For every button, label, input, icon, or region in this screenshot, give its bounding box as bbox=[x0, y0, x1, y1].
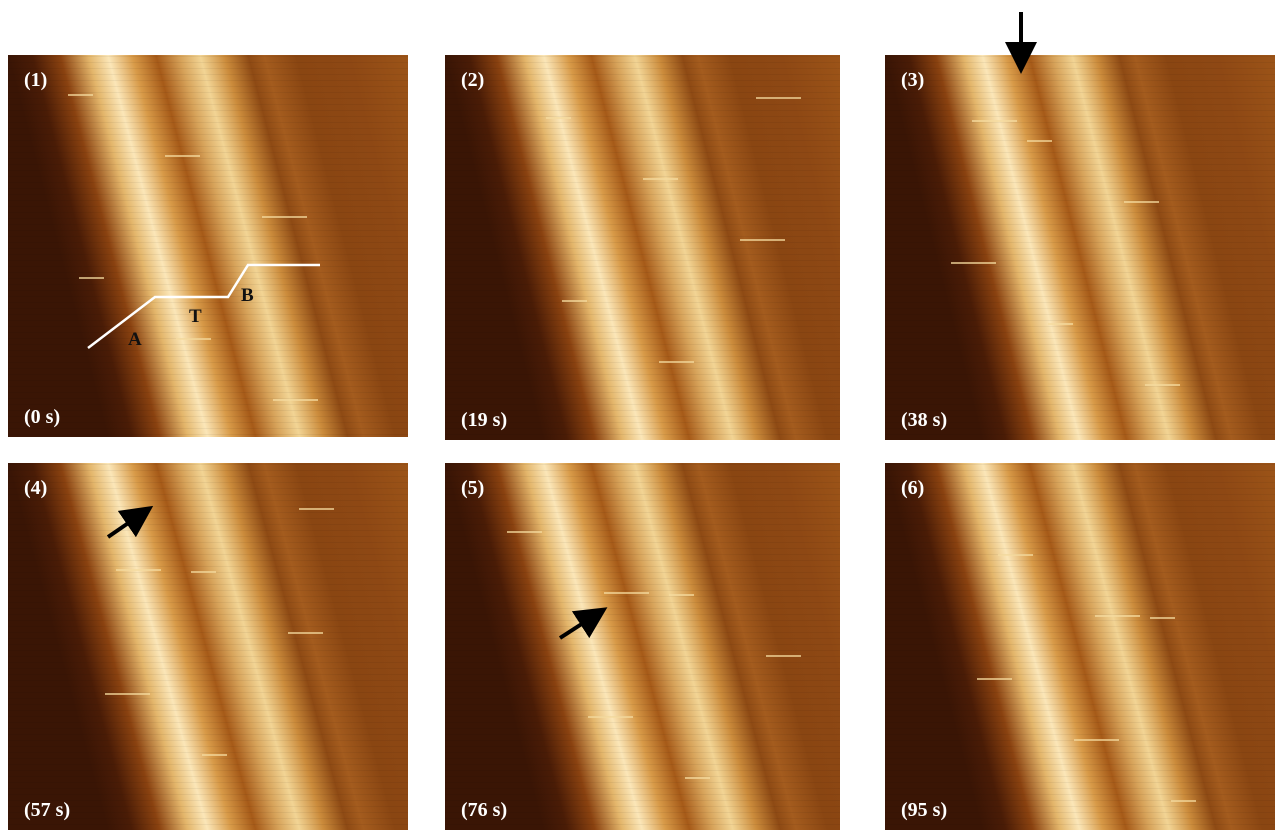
panel-time: (95 s) bbox=[901, 799, 947, 821]
panel-label: (1) bbox=[24, 69, 47, 91]
scan-lines bbox=[445, 463, 840, 830]
panel-label: (3) bbox=[901, 69, 924, 91]
scan-lines bbox=[8, 55, 408, 437]
panel: (4) (57 s) bbox=[8, 463, 408, 830]
scan-lines bbox=[885, 55, 1275, 440]
panel-time: (0 s) bbox=[24, 406, 60, 428]
panel: (3) (38 s) bbox=[885, 55, 1275, 440]
panels: (1) (0 s) (2) (19 s) (3) (38 s) (4) (57 s) (5) (7… bbox=[8, 55, 1275, 830]
panel: (1) (0 s) bbox=[8, 55, 408, 437]
profile-label: A bbox=[128, 329, 142, 350]
panel-label: (6) bbox=[901, 477, 924, 499]
panel: (2) (19 s) bbox=[445, 55, 840, 440]
panel-time: (19 s) bbox=[461, 409, 507, 431]
panel-time: (57 s) bbox=[24, 799, 70, 821]
panel-label: (4) bbox=[24, 477, 47, 499]
panel-time: (38 s) bbox=[901, 409, 947, 431]
page: (1) (0 s) (2) (19 s) (3) (38 s) (4) (57 s) (5) (7… bbox=[0, 0, 1277, 830]
profile-label: T bbox=[189, 306, 202, 327]
panel: (6) (95 s) bbox=[885, 463, 1275, 830]
figure: (1) (0 s) (2) (19 s) (3) (38 s) (4) (57 s) (5) (7… bbox=[0, 0, 1277, 830]
panel-time: (76 s) bbox=[461, 799, 507, 821]
profile-label: B bbox=[241, 285, 254, 306]
panel: (5) (76 s) bbox=[445, 463, 840, 830]
scan-lines bbox=[8, 463, 408, 830]
scan-lines bbox=[885, 463, 1275, 830]
scan-lines bbox=[445, 55, 840, 440]
panel-label: (2) bbox=[461, 69, 484, 91]
panel-label: (5) bbox=[461, 477, 484, 499]
